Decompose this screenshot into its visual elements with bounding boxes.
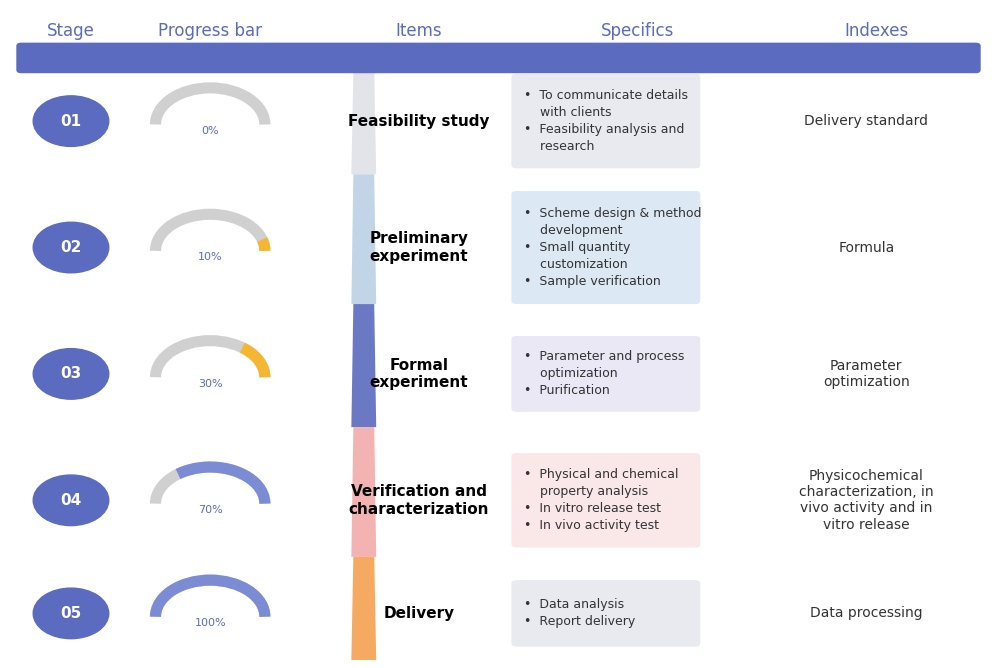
FancyBboxPatch shape — [511, 74, 700, 168]
Text: 04: 04 — [61, 493, 82, 508]
Text: •  Scheme design & method
    development
•  Small quantity
    customization
• : • Scheme design & method development • S… — [524, 207, 702, 288]
Text: •  Data analysis
•  Report delivery: • Data analysis • Report delivery — [524, 599, 636, 629]
Text: 100%: 100% — [194, 619, 226, 629]
Text: •  Parameter and process
    optimization
•  Purification: • Parameter and process optimization • P… — [524, 351, 685, 397]
Polygon shape — [351, 427, 376, 557]
Circle shape — [33, 222, 109, 273]
Text: Stage: Stage — [47, 22, 95, 40]
Text: Indexes: Indexes — [844, 22, 908, 40]
Text: Formal
experiment: Formal experiment — [370, 357, 469, 390]
Text: 05: 05 — [61, 606, 82, 621]
Text: Parameter
optimization: Parameter optimization — [823, 359, 909, 389]
FancyBboxPatch shape — [511, 580, 700, 647]
Polygon shape — [351, 174, 376, 304]
Text: Specifics: Specifics — [601, 22, 674, 40]
Polygon shape — [351, 304, 376, 427]
Text: 02: 02 — [60, 240, 82, 255]
Text: Items: Items — [396, 22, 443, 40]
Text: 0%: 0% — [201, 126, 219, 136]
Text: Verification and
characterization: Verification and characterization — [349, 484, 490, 516]
Polygon shape — [351, 71, 376, 174]
FancyBboxPatch shape — [511, 453, 700, 548]
Circle shape — [33, 96, 109, 146]
Text: Data processing: Data processing — [810, 607, 922, 621]
Text: Delivery: Delivery — [384, 606, 455, 621]
FancyBboxPatch shape — [16, 43, 981, 73]
Text: 03: 03 — [61, 367, 82, 381]
Text: Preliminary
experiment: Preliminary experiment — [370, 231, 469, 264]
Text: 10%: 10% — [197, 253, 222, 263]
Text: Progress bar: Progress bar — [159, 22, 262, 40]
Text: •  To communicate details
    with clients
•  Feasibility analysis and
    resea: • To communicate details with clients • … — [524, 89, 688, 153]
Text: Feasibility study: Feasibility study — [348, 114, 490, 129]
Text: Physicochemical
characterization, in
vivo activity and in
vitro release: Physicochemical characterization, in viv… — [799, 469, 933, 532]
Text: Delivery standard: Delivery standard — [805, 114, 928, 128]
Circle shape — [33, 475, 109, 526]
FancyBboxPatch shape — [511, 191, 700, 304]
Circle shape — [33, 349, 109, 399]
Text: 01: 01 — [61, 114, 82, 129]
Circle shape — [33, 588, 109, 639]
Text: 30%: 30% — [197, 379, 222, 389]
FancyBboxPatch shape — [511, 336, 700, 412]
Polygon shape — [351, 557, 376, 660]
Text: 70%: 70% — [197, 505, 222, 515]
Text: Formula: Formula — [838, 240, 894, 255]
Text: •  Physical and chemical
    property analysis
•  In vitro release test
•  In vi: • Physical and chemical property analysi… — [524, 468, 679, 532]
